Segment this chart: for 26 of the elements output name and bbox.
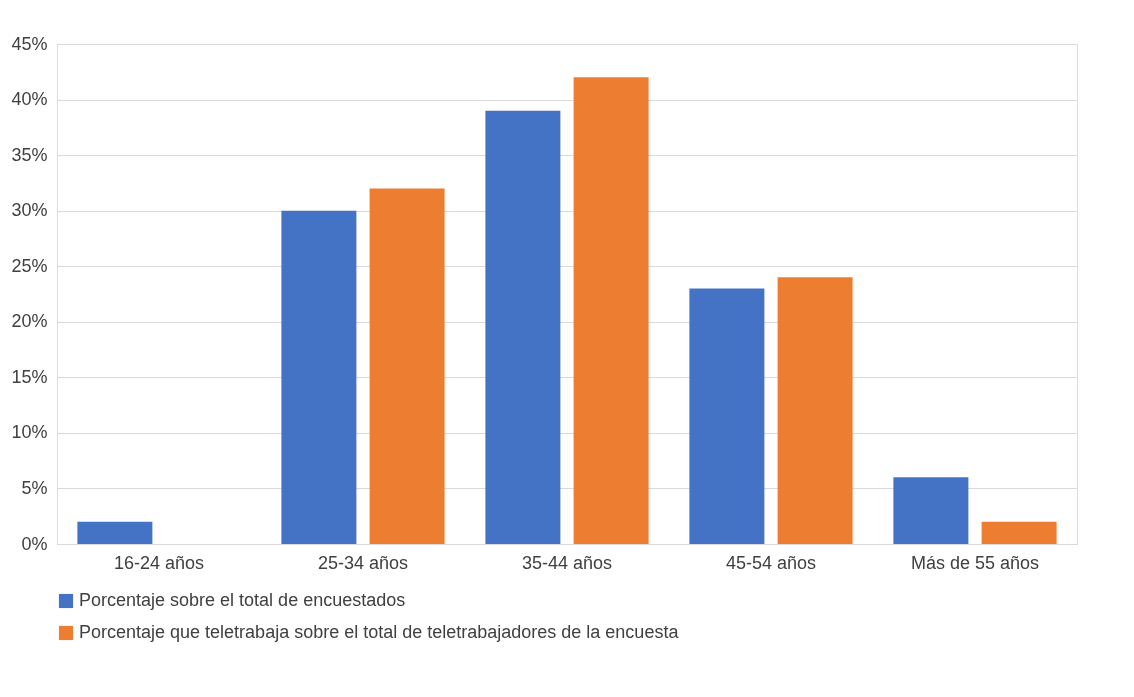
y-tick-label: 20% bbox=[11, 311, 48, 332]
y-tick-label: 35% bbox=[11, 144, 48, 165]
legend-label: Porcentaje sobre el total de encuestados bbox=[79, 590, 406, 610]
y-tick-label: 0% bbox=[21, 533, 48, 554]
bar bbox=[281, 210, 357, 544]
y-tick-label: 45% bbox=[11, 33, 48, 54]
bar bbox=[981, 521, 1057, 544]
x-tick-label: Más de 55 años bbox=[910, 552, 1040, 573]
y-tick-label: 15% bbox=[11, 366, 48, 387]
legend-label: Porcentaje que teletrabaja sobre el total de teletrabajadores de la encuesta bbox=[79, 622, 680, 642]
y-tick-label: 5% bbox=[21, 477, 48, 498]
bar bbox=[777, 277, 853, 544]
bar bbox=[689, 288, 765, 544]
x-tick-label: 25-34 años bbox=[317, 552, 409, 573]
x-tick-label: 45-54 años bbox=[725, 552, 817, 573]
x-tick-label: 35-44 años bbox=[521, 552, 613, 573]
y-tick-label: 10% bbox=[11, 422, 48, 443]
bar bbox=[573, 77, 649, 544]
y-tick-label: 25% bbox=[11, 255, 48, 276]
bar bbox=[77, 521, 153, 544]
bar bbox=[893, 477, 969, 544]
x-tick-label: 16-24 años bbox=[113, 552, 205, 573]
bar bbox=[485, 110, 561, 544]
y-tick-label: 30% bbox=[11, 200, 48, 221]
bar bbox=[369, 188, 445, 544]
y-tick-label: 40% bbox=[11, 89, 48, 110]
